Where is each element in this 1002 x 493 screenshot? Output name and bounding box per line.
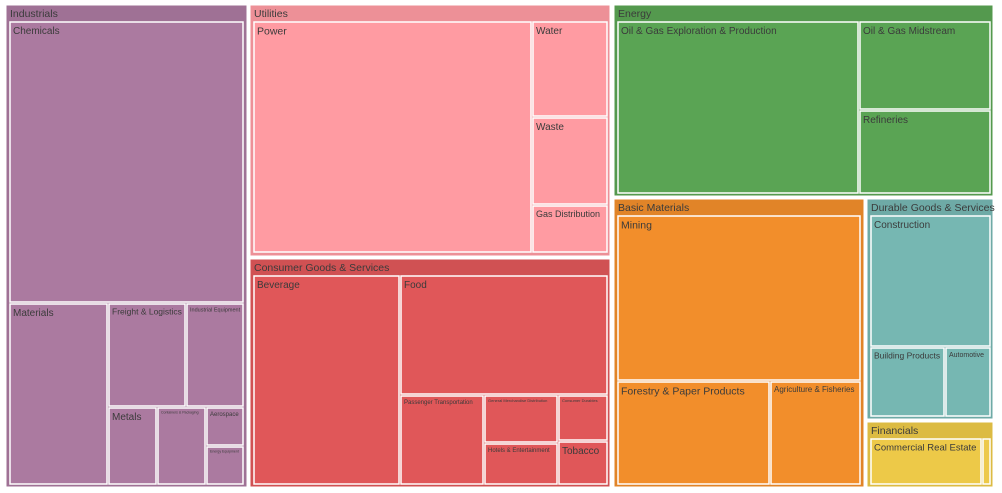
sector-energy: Energy Oil & Gas Exploration & Production… bbox=[613, 4, 994, 197]
tile-label-industrial-equipment: Industrial Equipment bbox=[190, 308, 241, 314]
tile-label-consumer-durables: Consumer Durables bbox=[562, 398, 598, 403]
tile-construction bbox=[870, 215, 991, 347]
tile-label-waste: Waste bbox=[536, 122, 564, 133]
tile-water bbox=[532, 21, 608, 117]
tile-waste bbox=[532, 117, 608, 205]
tile-food bbox=[400, 275, 608, 395]
sector-label-energy: Energy bbox=[618, 8, 652, 20]
tile-label-refineries: Refineries bbox=[863, 115, 908, 126]
tile-unlabeled bbox=[982, 438, 991, 485]
sector-industrials: Industrials Chemicals Materials Freight & L… bbox=[5, 4, 248, 488]
tile-chemicals bbox=[9, 21, 244, 303]
tile-label-oil-and-gas-exploration-and-production: Oil & Gas Exploration & Production bbox=[621, 26, 777, 37]
tile-label-mining: Mining bbox=[621, 220, 652, 232]
tile-containers-and-packaging bbox=[157, 407, 206, 485]
sector-basic-materials: Basic Materials Mining Forestry & Paper Pr… bbox=[613, 198, 865, 488]
sector-financials: Financials Commercial Real Estate bbox=[866, 421, 994, 488]
tile-label-food: Food bbox=[404, 280, 427, 291]
tile-label-commercial-real-estate: Commercial Real Estate bbox=[874, 443, 976, 454]
tile-mining bbox=[617, 215, 861, 381]
tile-label-gas-distribution: Gas Distribution bbox=[536, 209, 600, 219]
tile-label-construction: Construction bbox=[874, 220, 930, 231]
tile-aerospace bbox=[206, 407, 244, 446]
tile-label-tobacco: Tobacco bbox=[562, 446, 600, 457]
sector-utilities: Utilities Power Water Waste Gas Distribution bbox=[249, 4, 611, 257]
tile-automotive bbox=[945, 347, 991, 417]
tile-energy-equipment bbox=[206, 446, 244, 485]
tile-oil-and-gas-midstream bbox=[859, 21, 991, 110]
tile-oil-and-gas-exploration-and-production bbox=[617, 21, 859, 194]
tile-label-building-products: Building Products bbox=[874, 351, 940, 361]
tile-label-materials: Materials bbox=[13, 308, 54, 319]
sector-label-consumer-goods-and-services: Consumer Goods & Services bbox=[254, 262, 389, 274]
tile-industrial-equipment bbox=[186, 303, 244, 407]
tile-label-energy-equipment: Energy Equipment bbox=[210, 450, 239, 454]
tile-forestry-and-paper-products bbox=[617, 381, 770, 485]
tile-label-general-merchandise-distribution: General Merchandise Distribution bbox=[488, 398, 547, 403]
tile-label-passenger-transportation: Passenger Transportation bbox=[404, 400, 473, 406]
sector-label-basic-materials: Basic Materials bbox=[618, 202, 689, 214]
tile-label-metals: Metals bbox=[112, 412, 141, 423]
tile-power bbox=[253, 21, 532, 253]
tile-label-water: Water bbox=[536, 26, 563, 37]
tile-commercial-real-estate bbox=[870, 438, 982, 485]
tile-building-products bbox=[870, 347, 945, 417]
tile-gas-distribution bbox=[532, 205, 608, 253]
sector-durable-goods-and-services: Durable Goods & Services Construction Buil… bbox=[866, 198, 995, 420]
tile-hotels-and-entertainment bbox=[484, 443, 558, 485]
sector-label-financials: Financials bbox=[871, 425, 918, 437]
tile-label-chemicals: Chemicals bbox=[13, 26, 60, 37]
tile-tobacco bbox=[558, 441, 608, 485]
tile-label-power: Power bbox=[257, 26, 287, 38]
sector-label-durable-goods-and-services: Durable Goods & Services bbox=[871, 202, 995, 214]
sector-label-industrials: Industrials bbox=[10, 8, 58, 20]
tile-label-automotive: Automotive bbox=[949, 352, 984, 359]
tile-agriculture-and-fisheries bbox=[770, 381, 861, 485]
sector-label-utilities: Utilities bbox=[254, 8, 288, 20]
tile-metals bbox=[108, 407, 157, 485]
tile-label-hotels-and-entertainment: Hotels & Entertainment bbox=[488, 448, 550, 454]
tile-passenger-transportation bbox=[400, 395, 484, 485]
tile-general-merchandise-distribution bbox=[484, 395, 558, 443]
tile-consumer-durables bbox=[558, 395, 608, 441]
tile-freight-and-logistics bbox=[108, 303, 186, 407]
tile-refineries bbox=[859, 110, 991, 194]
sector-consumer-goods-and-services: Consumer Goods & Services Beverage Food Pas… bbox=[249, 258, 611, 488]
tile-label-agriculture-and-fisheries: Agriculture & Fisheries bbox=[774, 385, 854, 394]
tile-label-freight-and-logistics: Freight & Logistics bbox=[112, 307, 182, 317]
tile-label-beverage: Beverage bbox=[257, 280, 300, 291]
tile-beverage bbox=[253, 275, 400, 485]
tile-label-forestry-and-paper-products: Forestry & Paper Products bbox=[621, 386, 745, 398]
tile-label-oil-and-gas-midstream: Oil & Gas Midstream bbox=[863, 26, 955, 37]
tile-materials bbox=[9, 303, 108, 485]
tile-label-aerospace: Aerospace bbox=[210, 412, 239, 418]
tile-label-containers-and-packaging: Containers & Packaging bbox=[161, 411, 199, 415]
